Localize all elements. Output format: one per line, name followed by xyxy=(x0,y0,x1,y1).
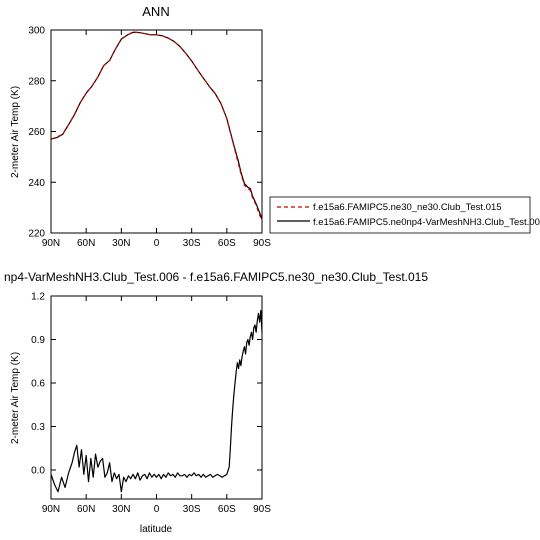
bottom-x-tick-label: 90S xyxy=(253,504,271,515)
bottom-y-tick-label: 0.0 xyxy=(31,466,45,477)
bottom-plot-frame xyxy=(50,295,263,500)
bottom-y-tick-label: 1.2 xyxy=(31,292,45,303)
bottom-x-tick-label: 30S xyxy=(183,504,201,515)
bottom-x-tick-label: 0 xyxy=(154,504,160,515)
top-y-tick-label: 300 xyxy=(28,26,45,37)
legend: f.e15a6.FAMIPC5.ne30_ne30.Club_Test.015 … xyxy=(269,196,540,234)
bottom-x-tick-label: 60S xyxy=(218,504,236,515)
top-x-tick-label: 30N xyxy=(112,238,130,249)
bottom-y-tick-label: 0.9 xyxy=(31,335,45,346)
bottom-panel: np4-VarMeshNH3.Club_Test.006 - f.e15a6.F… xyxy=(4,270,428,535)
top-y-tick-label: 240 xyxy=(28,178,45,189)
legend-box xyxy=(269,196,531,234)
bottom-x-tick-label: 90N xyxy=(42,504,60,515)
top-x-tick-label: 90S xyxy=(253,238,271,249)
top-x-tick-label: 90N xyxy=(42,238,60,249)
legend-label-2: f.e15a6.FAMIPC5.ne0np4-VarMeshNH3.Club_T… xyxy=(313,217,540,228)
top-chart-title: ANN xyxy=(142,4,169,19)
top-y-tick-label: 220 xyxy=(28,229,45,240)
top-series-line-dashed-1 xyxy=(50,31,263,221)
bottom-x-tick-label: 30N xyxy=(112,504,130,515)
top-x-tick-label: 30S xyxy=(183,238,201,249)
top-series-line-solid-0 xyxy=(50,31,263,220)
top-y-axis-label: 2-meter Air Temp (K) xyxy=(10,86,21,178)
top-ticks: 90N 60N 30N 0 30S 60S 90S 220 240 260 280 300 xyxy=(28,26,271,250)
legend-label-1: f.e15a6.FAMIPC5.ne30_ne30.Club_Test.015 xyxy=(313,202,502,213)
top-x-tick-label: 60N xyxy=(77,238,95,249)
bottom-series-line-solid-0 xyxy=(50,309,263,493)
bottom-y-tick-label: 0.6 xyxy=(31,379,45,390)
top-x-tick-label: 0 xyxy=(154,238,160,249)
bottom-ticks: 90N 60N 30N 0 30S 60S 90S 0.0 0.3 0.6 0.9 1.2 xyxy=(31,292,271,516)
top-x-tick-label: 60S xyxy=(218,238,236,249)
bottom-chart-title: np4-VarMeshNH3.Club_Test.006 - f.e15a6.F… xyxy=(4,270,428,284)
bottom-x-tick-label: 60N xyxy=(77,504,95,515)
top-y-tick-label: 280 xyxy=(28,76,45,87)
bottom-y-axis-label: 2-meter Air Temp (K) xyxy=(10,352,21,444)
bottom-series xyxy=(50,309,263,493)
top-y-tick-label: 260 xyxy=(28,127,45,138)
top-panel: ANN 90N 60N 30N 0 30S 60S 90S 220 240 260 280 300 2… xyxy=(10,4,271,249)
top-plot-frame xyxy=(50,29,263,234)
top-series xyxy=(50,31,263,221)
bottom-x-axis-label: latitude xyxy=(140,524,173,535)
bottom-y-tick-label: 0.3 xyxy=(31,422,45,433)
